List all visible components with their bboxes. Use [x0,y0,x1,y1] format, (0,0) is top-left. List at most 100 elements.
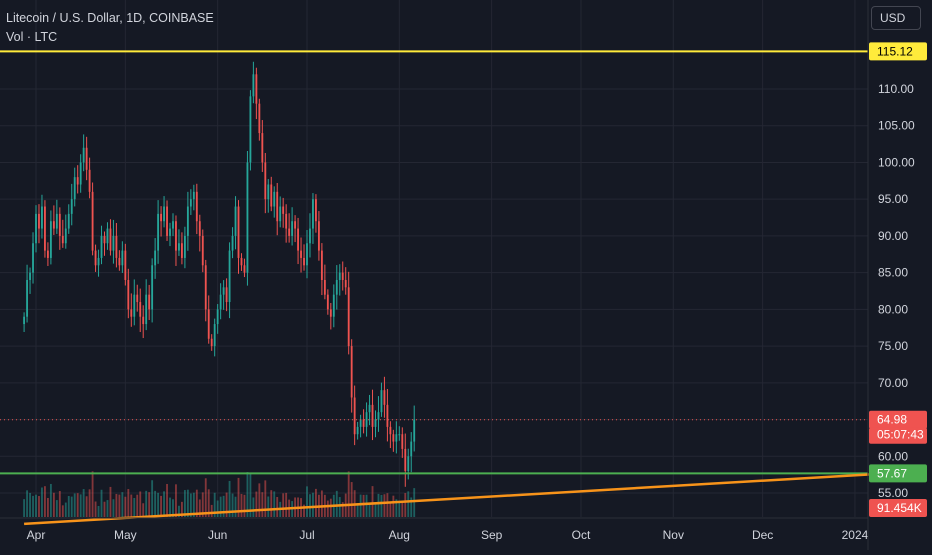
volume-price-label: 91.454K [877,501,922,515]
volume-bar [350,482,353,517]
volume-bar [201,492,204,517]
candle-body [163,206,165,222]
candle-body [109,228,112,251]
last-price-label: 64.98 [877,413,907,427]
volume-bar [216,500,219,517]
volume-bar [413,488,416,517]
volume-bar [380,494,383,517]
volume-bar [26,490,28,517]
candle-body [294,221,297,229]
candle-body [183,235,186,258]
symbol-title[interactable]: Litecoin / U.S. Dollar, 1D, COINBASE [6,11,214,25]
candle-body [58,213,61,236]
candle-body [317,221,320,251]
candle-body [136,294,139,303]
candle-body [359,419,362,427]
candle-body [315,199,317,222]
volume-bar [154,490,157,517]
volume-legend[interactable]: Vol · LTC [6,30,58,44]
candle-body [276,191,279,222]
volume-bar [303,504,305,517]
time-tick-label: Dec [752,528,773,542]
candle-body [216,309,219,325]
candle-body [210,338,213,347]
time-tick-label: Jul [299,528,314,542]
candle-body [103,235,106,244]
candle-body [186,206,189,236]
price-tick-label: 85.00 [878,266,908,280]
volume-bar [234,496,237,517]
candle-body [338,272,341,280]
candle-body [157,213,160,251]
candle-body [252,74,255,97]
candle-body [362,419,365,427]
candle-body [49,221,52,258]
candle-body [166,206,168,236]
candle-body [189,199,192,207]
volume-bar [365,494,368,517]
price-tick-label: 90.00 [878,229,908,243]
volume-bar [270,490,273,517]
candle-body [323,279,326,295]
candle-body [344,279,347,288]
volume-bar [112,499,115,517]
candle-body [64,228,67,244]
volume-bar [276,496,279,517]
price-tick-label: 95.00 [878,192,908,206]
candle-body [312,199,314,229]
volume-bar [407,491,410,517]
drawings[interactable] [0,50,888,526]
candle-body [23,316,26,325]
price-tick-label: 55.00 [878,486,908,500]
volume-bar [213,492,216,517]
candle-body [178,243,180,251]
volume-bar [124,496,127,517]
candle-body [91,191,94,251]
volume-bar [204,478,207,517]
candle-body [273,191,276,207]
support-price-label-bg [869,464,927,483]
candle-body [395,434,398,442]
candle-body [26,279,28,317]
currency-button[interactable]: USD [871,6,921,30]
volume-bar [243,494,246,517]
time-tick-label: Jun [208,528,227,542]
volume-bar [139,491,142,517]
volume-bar [338,497,341,517]
candle-body [332,294,335,317]
candle-body [38,213,40,229]
candle-body [115,235,118,258]
candle-body [240,257,243,266]
candle-body [160,213,163,222]
volume-bar [249,473,252,517]
candle-body [231,235,234,251]
volume-bar [240,493,243,517]
candle-body [374,419,377,427]
candle-body [201,235,204,266]
volume-bar [49,483,52,517]
volume-bar [121,492,124,517]
candle-body [380,390,383,413]
volume-bar [23,499,26,517]
volume-bar [127,489,130,517]
candle-body [326,294,329,310]
candle-body [410,441,413,457]
candle-body [35,213,37,244]
volume-bar [169,497,171,517]
support-price-label: 57.67 [877,466,907,480]
candle-body [207,309,210,339]
candle-body [106,228,109,244]
time-tick-label: 2024 [842,528,869,542]
volume-bar [151,480,154,517]
countdown-price-label: 05:07:43 [877,428,924,442]
candle-body [94,250,97,266]
candle-body [121,250,124,266]
candle-body [142,316,145,325]
candle-body [237,206,240,258]
candle-body [41,206,43,229]
volume-bar [219,496,222,517]
candle-body [386,404,389,427]
candle-body [172,221,174,229]
